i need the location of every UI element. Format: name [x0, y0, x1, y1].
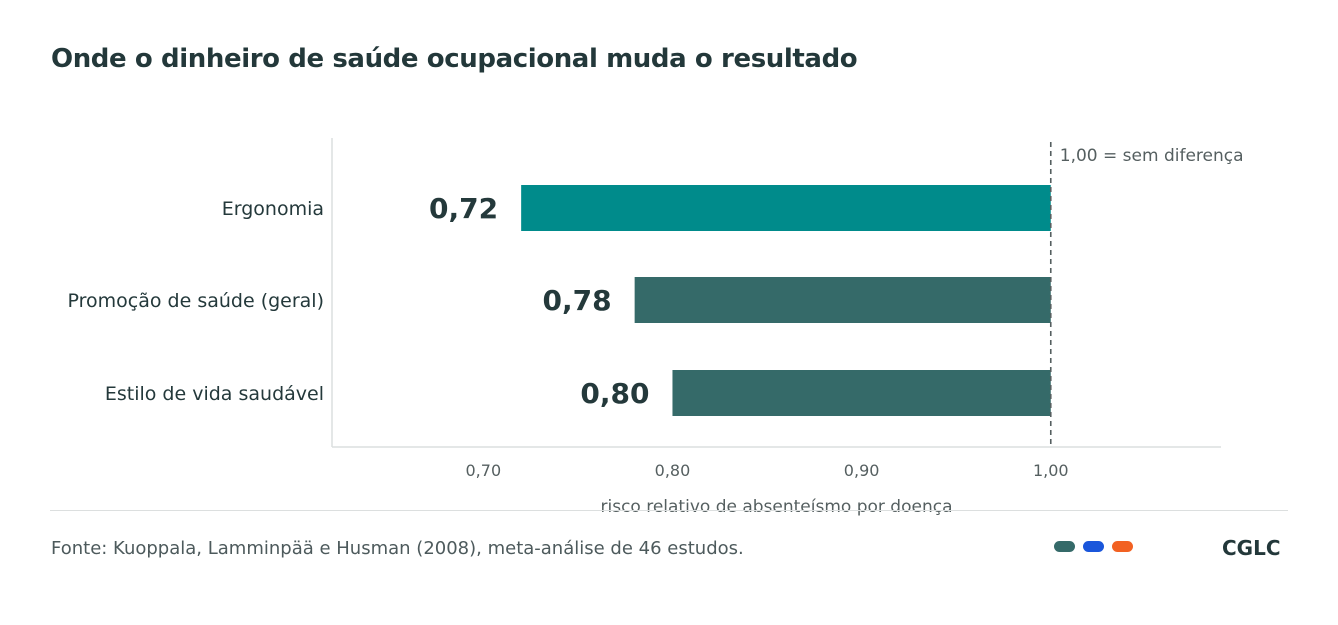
x-axis-title: risco relativo de absenteísmo por doença	[601, 497, 953, 517]
category-label: Ergonomia	[222, 198, 324, 220]
brand-dot-green	[1054, 541, 1075, 552]
chart-title: Onde o dinheiro de saúde ocupacional mud…	[51, 44, 858, 74]
brand-logo: CGLC	[1222, 536, 1281, 560]
brand-dot-orange	[1112, 541, 1133, 552]
brand-dot-blue	[1083, 541, 1104, 552]
bar	[672, 370, 1051, 416]
bar	[634, 277, 1051, 323]
x-tick-label: 0,80	[655, 461, 691, 480]
data-label: 0,72	[429, 192, 498, 225]
category-label: Estilo de vida saudável	[105, 383, 324, 405]
x-tick-label: 0,70	[466, 461, 502, 480]
x-tick-label: 1,00	[1033, 461, 1069, 480]
reference-line-label: 1,00 = sem diferença	[1060, 146, 1244, 166]
source-note: Fonte: Kuoppala, Lamminpää e Husman (200…	[51, 538, 744, 559]
x-tick-label: 0,90	[844, 461, 880, 480]
bar	[521, 185, 1051, 231]
category-label: Promoção de saúde (geral)	[68, 290, 325, 312]
data-label: 0,80	[580, 377, 649, 410]
data-label: 0,78	[543, 284, 612, 317]
footer-divider	[50, 510, 1288, 511]
